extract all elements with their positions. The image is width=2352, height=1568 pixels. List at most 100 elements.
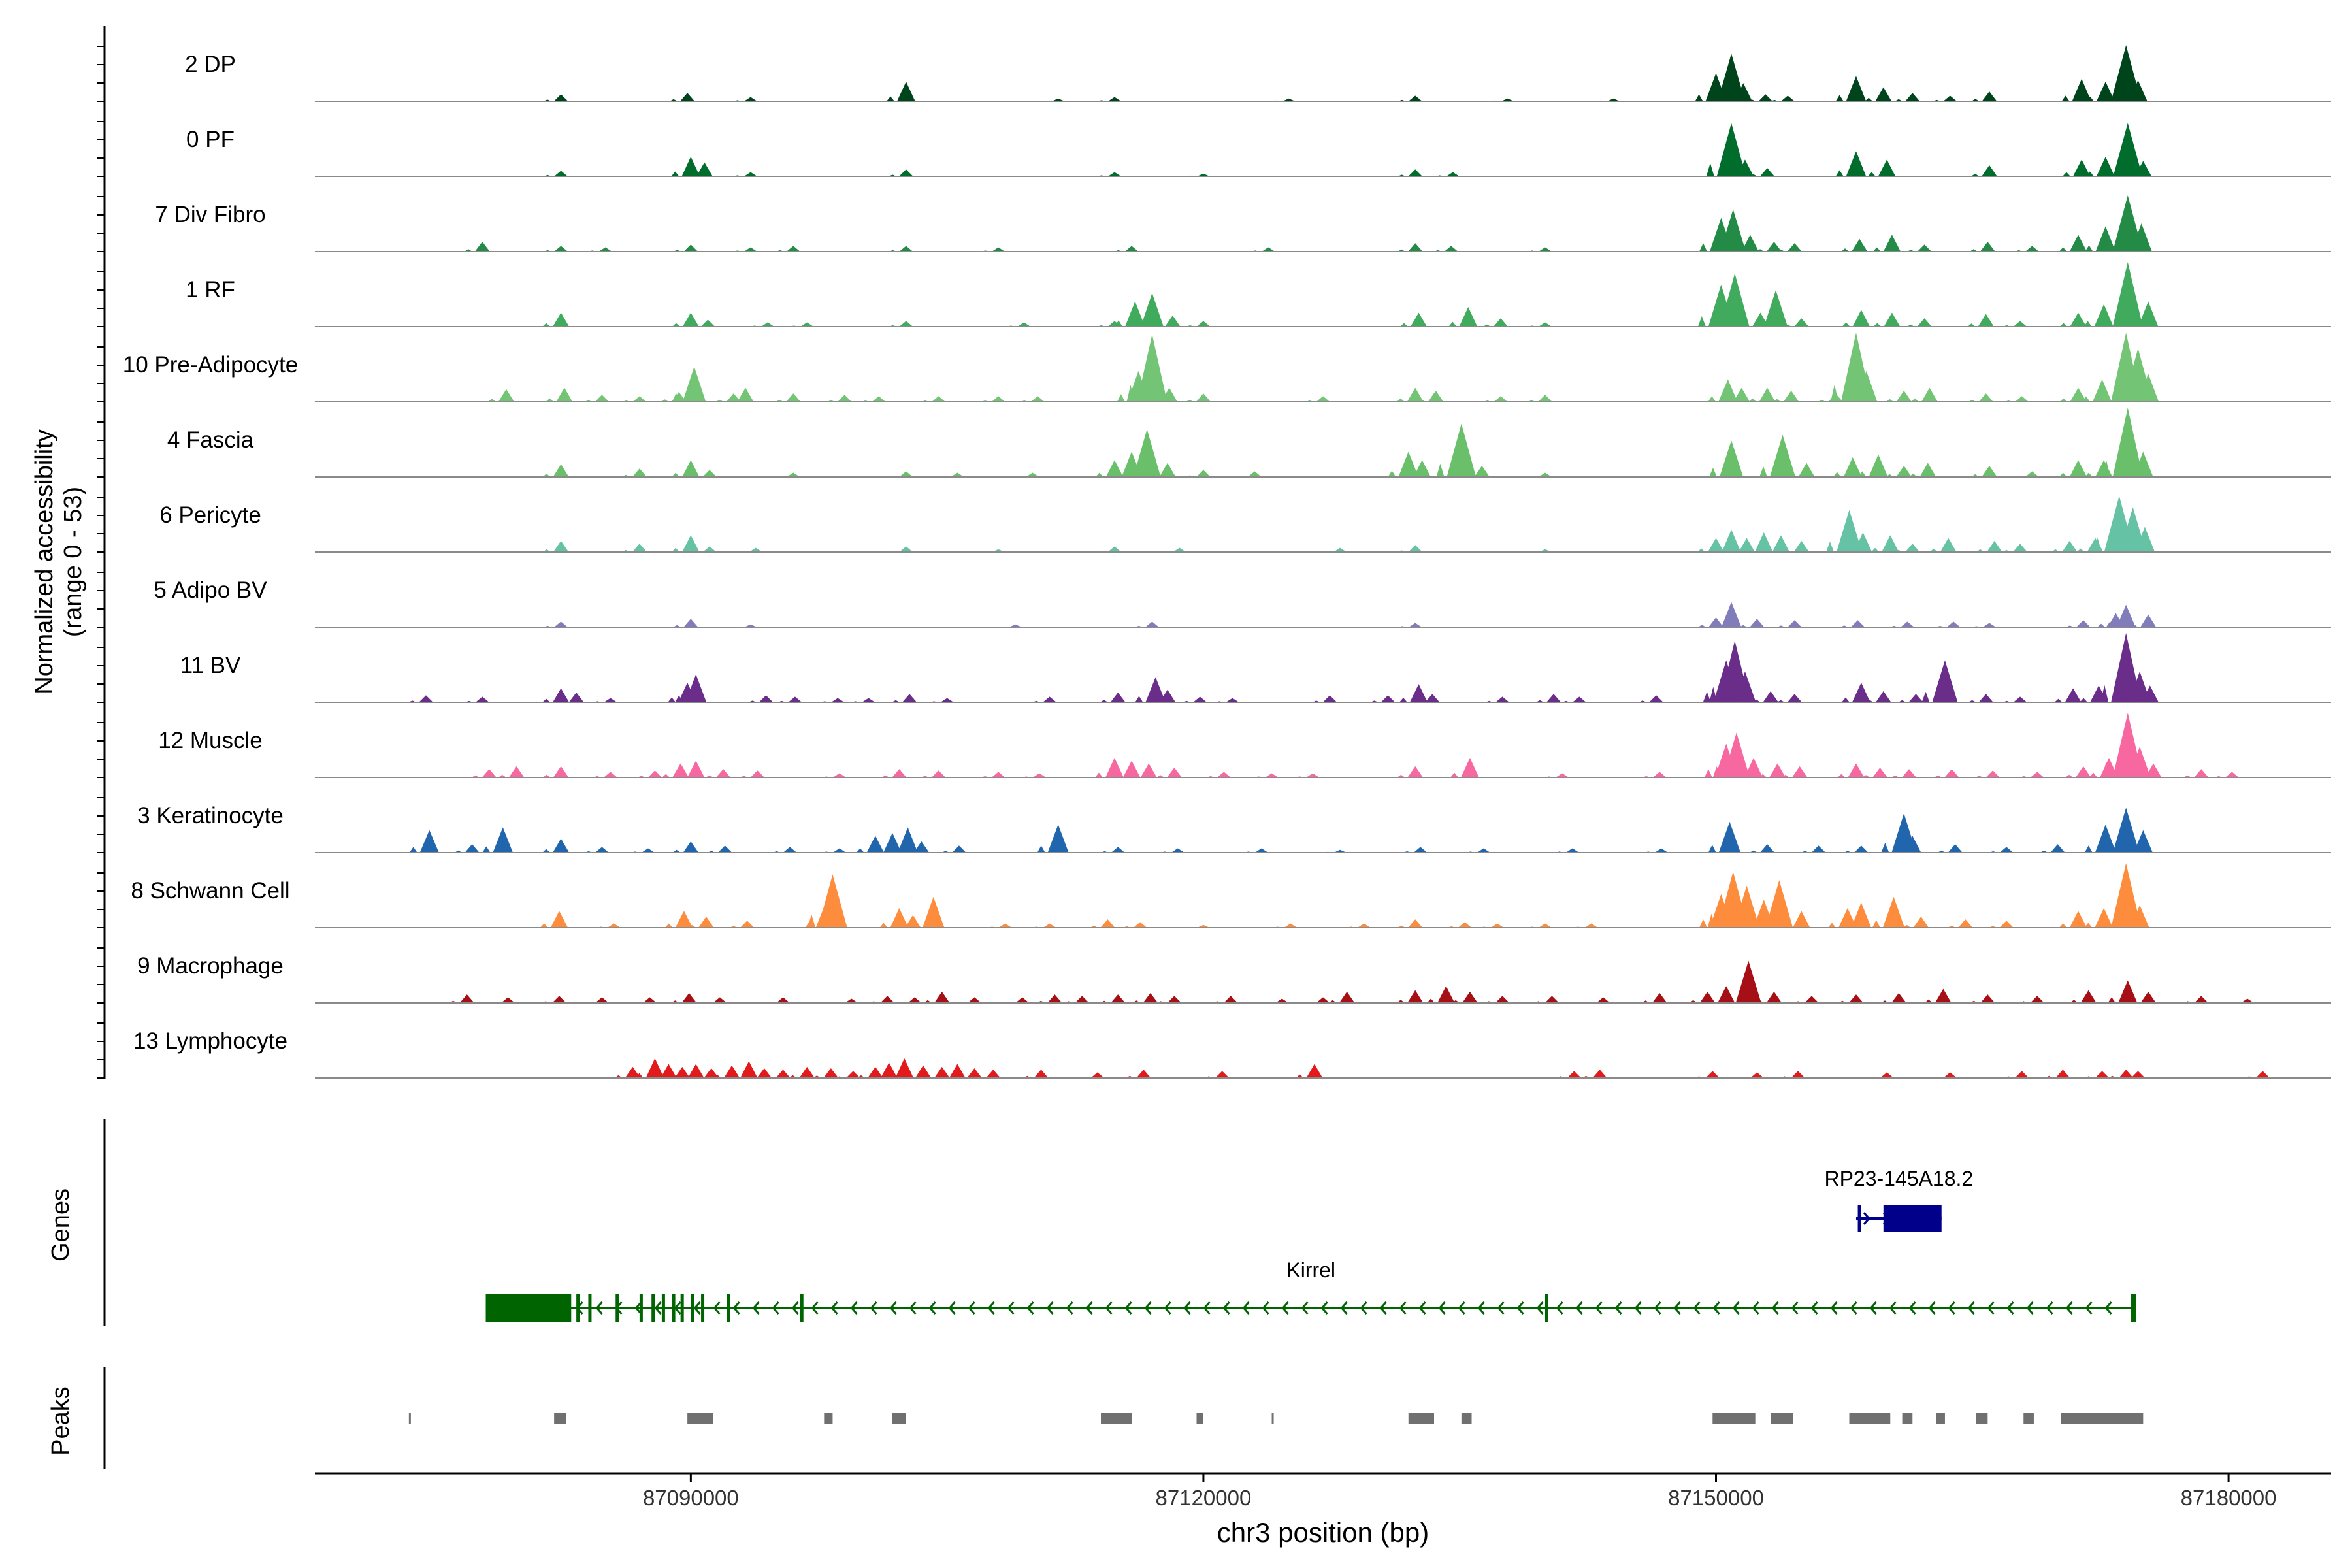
strand-arrow bbox=[713, 1301, 721, 1315]
accessibility-peak bbox=[1538, 923, 1552, 928]
accessibility-peak-shoulder bbox=[1450, 772, 1459, 777]
accessibility-peak bbox=[1493, 318, 1509, 327]
accessibility-peak bbox=[2116, 604, 2136, 627]
accessibility-peak bbox=[553, 312, 570, 327]
strand-arrow bbox=[1183, 1301, 1191, 1315]
accessibility-peak-shoulder bbox=[2076, 548, 2085, 552]
accessibility-peak bbox=[1306, 773, 1320, 777]
accessibility-peak-shoulder bbox=[1708, 845, 1716, 853]
accessibility-peak bbox=[2030, 772, 2044, 777]
accessibility-peak-shoulder bbox=[498, 774, 506, 777]
gene-exon bbox=[1883, 1205, 1942, 1232]
accessibility-peak bbox=[1316, 997, 1330, 1003]
accessibility-peak-shoulder bbox=[2113, 388, 2121, 402]
peak-region bbox=[1936, 1413, 1945, 1424]
accessibility-peak bbox=[2095, 226, 2116, 252]
accessibility-peak-shoulder bbox=[1788, 473, 1796, 477]
accessibility-peak bbox=[1015, 997, 1030, 1003]
accessibility-peak bbox=[645, 1058, 664, 1078]
accessibility-peak bbox=[1739, 538, 1756, 552]
accessibility-peak bbox=[698, 916, 714, 928]
accessibility-peak bbox=[2013, 321, 2027, 327]
accessibility-peak bbox=[1136, 1070, 1151, 1078]
accessibility-peak-shoulder bbox=[1709, 313, 1718, 327]
accessibility-peak bbox=[1882, 896, 1905, 928]
accessibility-peak bbox=[1798, 463, 1815, 477]
accessibility-peak bbox=[1896, 390, 1912, 402]
genes-panel-label: Genes bbox=[47, 1188, 74, 1262]
accessibility-peak-shoulder bbox=[662, 774, 670, 777]
accessibility-peak bbox=[2240, 998, 2254, 1003]
accessibility-peak bbox=[1407, 990, 1424, 1003]
accessibility-peak-shoulder bbox=[1710, 621, 1719, 627]
accessibility-peak-shoulder bbox=[2100, 384, 2109, 402]
accessibility-peak bbox=[1171, 848, 1184, 853]
accessibility-peak-shoulder bbox=[923, 1000, 932, 1003]
strand-arrow bbox=[1654, 1301, 1661, 1315]
accessibility-peak bbox=[2141, 685, 2159, 702]
gene-kirrel: Kirrel bbox=[485, 1258, 2136, 1322]
strand-arrow bbox=[2026, 1301, 2034, 1315]
gene-exon bbox=[800, 1294, 804, 1322]
accessibility-peak-shoulder bbox=[1130, 318, 1139, 327]
accessibility-peak-shoulder bbox=[2084, 472, 2093, 477]
strand-arrow bbox=[1863, 1212, 1870, 1225]
accessibility-peak-shoulder bbox=[1893, 848, 1902, 853]
accessibility-peak bbox=[2096, 156, 2115, 176]
accessibility-peak bbox=[1565, 848, 1579, 853]
accessibility-peak bbox=[1750, 619, 1765, 627]
accessibility-peak bbox=[1145, 677, 1166, 702]
accessibility-peak bbox=[1075, 996, 1089, 1003]
accessibility-peak bbox=[1265, 773, 1279, 777]
accessibility-peak bbox=[1787, 694, 1802, 702]
accessibility-peak-shoulder bbox=[1463, 474, 1472, 477]
accessibility-peak-shoulder bbox=[1712, 766, 1721, 777]
accessibility-peak bbox=[553, 94, 568, 101]
accessibility-peak-shoulder bbox=[2102, 459, 2110, 477]
accessibility-peak bbox=[1425, 694, 1440, 702]
accessibility-peak bbox=[482, 769, 497, 777]
track-10: 12 Muscle bbox=[158, 713, 2331, 778]
accessibility-peak bbox=[1546, 694, 1561, 702]
strand-arrow bbox=[1712, 1301, 1720, 1315]
accessibility-peak bbox=[895, 1058, 914, 1078]
accessibility-peak bbox=[1719, 440, 1744, 477]
accessibility-peak bbox=[1720, 273, 1750, 327]
strand-arrow bbox=[2046, 1301, 2053, 1315]
accessibility-peak bbox=[675, 911, 693, 928]
accessibility-peak bbox=[1247, 471, 1262, 477]
accessibility-peak bbox=[2025, 246, 2039, 252]
accessibility-peak bbox=[681, 992, 697, 1003]
accessibility-peak bbox=[1846, 151, 1867, 176]
accessibility-peak bbox=[2075, 766, 2091, 777]
gene-exon bbox=[727, 1294, 730, 1322]
accessibility-peak bbox=[683, 841, 699, 853]
accessibility-peak bbox=[1758, 94, 1773, 101]
accessibility-peak-shoulder bbox=[1827, 923, 1836, 928]
accessibility-peak bbox=[704, 1068, 719, 1078]
accessibility-peak bbox=[1720, 209, 1746, 252]
accessibility-peak-shoulder bbox=[672, 323, 680, 327]
peak-region bbox=[1902, 1413, 1913, 1424]
peak-region bbox=[1196, 1413, 1203, 1424]
accessibility-peak-shoulder bbox=[1865, 699, 1874, 702]
accessibility-peak-shoulder bbox=[1835, 95, 1844, 101]
accessibility-peak-shoulder bbox=[1858, 471, 1867, 477]
accessibility-peak-shoulder bbox=[1723, 398, 1731, 402]
accessibility-peak-shoulder bbox=[1723, 97, 1732, 101]
accessibility-peak bbox=[2130, 905, 2149, 928]
accessibility-peak bbox=[1854, 845, 1869, 853]
accessibility-peak bbox=[2076, 620, 2091, 627]
accessibility-peak-shoulder bbox=[2062, 172, 2070, 176]
accessibility-peak-shoulder bbox=[1842, 322, 1850, 327]
accessibility-peak bbox=[554, 246, 568, 252]
accessibility-peak-shoulder bbox=[1095, 772, 1103, 777]
accessibility-peak-shoulder bbox=[1886, 474, 1894, 477]
track-label: 3 Keratinocyte bbox=[137, 803, 284, 828]
accessibility-peak bbox=[776, 997, 790, 1003]
accessibility-peak-shoulder bbox=[1871, 547, 1880, 552]
strand-arrow bbox=[1360, 1301, 1367, 1315]
strand-arrow bbox=[1007, 1301, 1015, 1315]
accessibility-peak-shoulder bbox=[1704, 769, 1712, 777]
accessibility-peak bbox=[1567, 1071, 1582, 1078]
